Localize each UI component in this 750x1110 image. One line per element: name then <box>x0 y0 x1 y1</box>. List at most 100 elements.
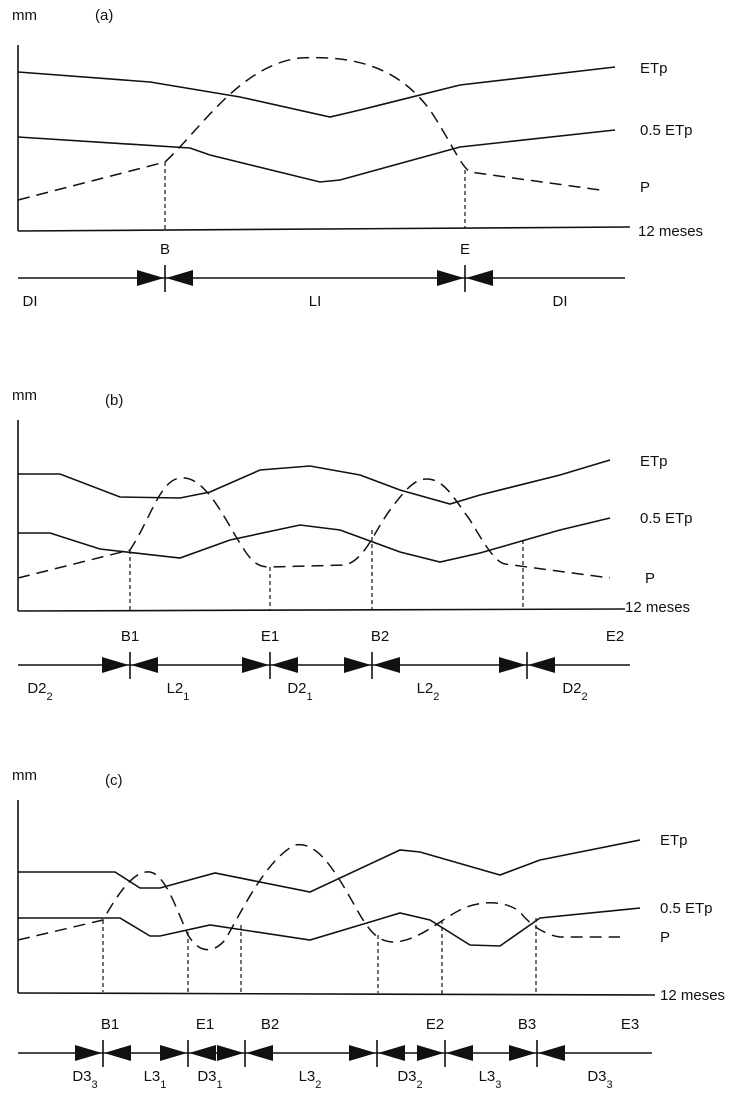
transition-marker-label: E1 <box>196 1016 214 1033</box>
period-subscript: 2 <box>417 1079 423 1091</box>
half-etp-label: 0.5 ETp <box>660 900 713 917</box>
arrow-left-icon <box>166 270 193 286</box>
period-name: D3 <box>587 1068 606 1085</box>
arrow-left-icon <box>446 1045 473 1061</box>
y-unit-label: mm <box>12 387 37 404</box>
etp-label: ETp <box>660 832 688 849</box>
p-label: P <box>660 929 670 946</box>
x-axis <box>17 992 656 996</box>
p-label: P <box>645 570 655 587</box>
period-subscript: 2 <box>582 691 588 703</box>
etp-label: ETp <box>640 60 668 77</box>
arrow-left-icon <box>246 1045 273 1061</box>
precipitation-curve <box>17 56 601 201</box>
arrow-left-icon <box>538 1045 565 1061</box>
period-label: L33 <box>479 1068 502 1091</box>
panel-tag: (b) <box>105 392 123 409</box>
period-name: D2 <box>562 680 581 697</box>
period-timeline: B E DI LI DI <box>18 241 625 310</box>
transition-marker-label: E3 <box>621 1016 639 1033</box>
period-subscript: 3 <box>607 1079 613 1091</box>
period-label: D33 <box>587 1068 612 1091</box>
transition-marker-label: E1 <box>261 628 279 645</box>
half-etp-label: 0.5 ETp <box>640 510 693 527</box>
arrow-right-icon <box>509 1045 536 1061</box>
period-subscript: 1 <box>217 1079 223 1091</box>
arrow-right-icon <box>137 270 164 286</box>
panel-tag: (c) <box>105 772 123 789</box>
arrow-left-icon <box>378 1045 405 1061</box>
period-subscript: 3 <box>92 1079 98 1091</box>
transition-marker-label: E2 <box>426 1016 444 1033</box>
half-etp-label: 0.5 ETp <box>640 122 693 139</box>
arrow-left-icon <box>271 657 298 673</box>
y-unit-label: mm <box>12 767 37 784</box>
period-name: DI <box>553 293 568 310</box>
period-name: D2 <box>287 680 306 697</box>
etp-curve <box>17 66 616 118</box>
period-subscript: 3 <box>495 1079 501 1091</box>
period-label: L32 <box>299 1068 322 1091</box>
period-label: D22 <box>562 680 587 703</box>
arrow-right-icon <box>160 1045 187 1061</box>
x-axis-label: 12 meses <box>638 223 703 240</box>
arrow-right-icon <box>242 657 269 673</box>
transition-marker-label: B3 <box>518 1016 536 1033</box>
period-name: D3 <box>197 1068 216 1085</box>
arrow-right-icon <box>417 1045 444 1061</box>
x-axis-label: 12 meses <box>625 599 690 616</box>
period-name: LI <box>309 293 322 310</box>
period-subscript: 2 <box>433 691 439 703</box>
etp-curve <box>18 839 641 893</box>
period-name: L3 <box>299 1068 316 1085</box>
period-subscript: 2 <box>47 691 53 703</box>
period-name: L3 <box>479 1068 496 1085</box>
period-name: D3 <box>72 1068 91 1085</box>
panel-tag: (a) <box>95 7 113 24</box>
period-label: D32 <box>397 1068 422 1091</box>
period-name: D3 <box>397 1068 416 1085</box>
period-name: L2 <box>417 680 434 697</box>
transition-marker-label: E <box>460 241 470 258</box>
transition-marker-label: B <box>160 241 170 258</box>
period-subscript: 2 <box>315 1079 321 1091</box>
arrow-right-icon <box>75 1045 102 1061</box>
period-label: L31 <box>144 1068 167 1091</box>
period-subscript: 1 <box>307 691 313 703</box>
transition-marker-label: B1 <box>101 1016 119 1033</box>
period-label: D33 <box>72 1068 97 1091</box>
period-label: LI <box>309 293 322 310</box>
period-subscript: 1 <box>160 1079 166 1091</box>
x-axis <box>17 608 626 612</box>
half-etp-curve <box>18 517 611 563</box>
x-axis-label: 12 meses <box>660 987 725 1004</box>
arrow-left-icon <box>466 270 493 286</box>
precipitation-curve <box>17 843 620 951</box>
transition-marker-label: B2 <box>261 1016 279 1033</box>
period-name: D2 <box>27 680 46 697</box>
period-name: L3 <box>144 1068 161 1085</box>
period-label: D31 <box>197 1068 222 1091</box>
transition-marker-label: B1 <box>121 628 139 645</box>
panel-c: mm (c) ETp 0.5 ETp P 12 meses B1 E1 B2 E2 B3… <box>12 767 725 1091</box>
arrow-left-icon <box>189 1045 216 1061</box>
half-etp-curve <box>18 907 641 947</box>
period-label: D21 <box>287 680 312 703</box>
arrow-right-icon <box>102 657 129 673</box>
panel-a: mm (a) ETp 0.5 ETp P 12 meses B E DI LI DI <box>12 7 703 310</box>
period-label: L21 <box>167 680 190 703</box>
y-unit-label: mm <box>12 7 37 24</box>
precipitation-curve <box>17 477 611 579</box>
arrow-right-icon <box>344 657 371 673</box>
period-name: DI <box>23 293 38 310</box>
arrow-left-icon <box>373 657 400 673</box>
period-name: L2 <box>167 680 184 697</box>
period-label: L22 <box>417 680 440 703</box>
arrow-right-icon <box>499 657 526 673</box>
transition-marker-label: B2 <box>371 628 389 645</box>
arrow-right-icon <box>217 1045 244 1061</box>
x-axis <box>17 226 631 232</box>
